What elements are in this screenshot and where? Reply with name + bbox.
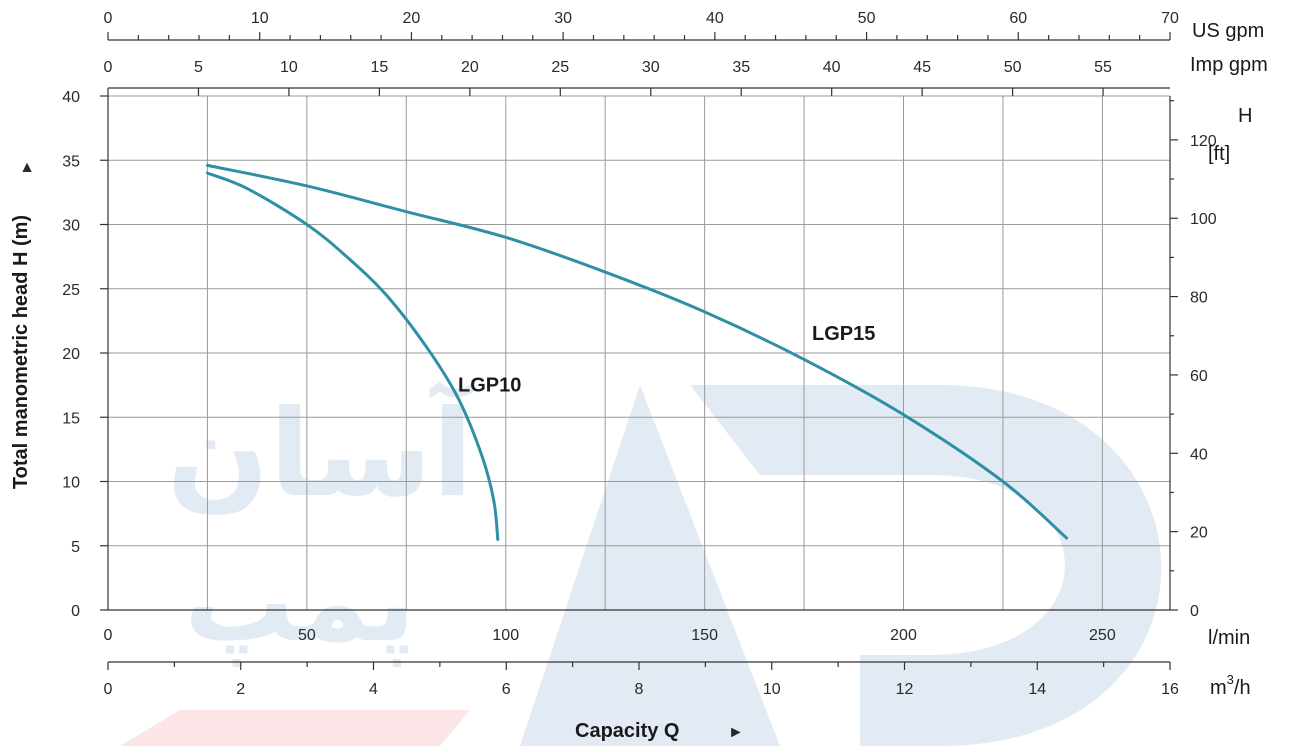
x-axis-tick-label: 250 (1089, 627, 1116, 644)
m3h-unit-tail: /h (1234, 677, 1251, 699)
watermark-triangle (520, 385, 780, 746)
x-axis-tick-label: 0 (104, 627, 113, 644)
m3h-unit-sup: 3 (1227, 672, 1234, 687)
watermark-red-stripe (120, 710, 470, 746)
ft-axis-tick-label: 20 (1190, 525, 1208, 542)
series-label-lgp10: LGP10 (458, 375, 521, 397)
us-gpm-axis-tick-label: 10 (251, 10, 269, 27)
y-axis-tick-label: 35 (62, 153, 80, 170)
us-gpm-axis-tick-label: 70 (1161, 10, 1179, 27)
h-ft-unit: [ft] (1208, 143, 1230, 165)
y-axis-tick-label: 5 (71, 539, 80, 556)
imp-gpm-axis-tick-label: 25 (551, 59, 569, 76)
imp-gpm-unit-label: Imp gpm (1190, 54, 1268, 76)
m3h-axis-tick-label: 10 (763, 681, 781, 698)
m3h-axis-tick-label: 6 (502, 681, 511, 698)
y-axis-tick-label: 25 (62, 282, 80, 299)
curve-lgp15 (205, 163, 1069, 540)
imp-gpm-axis-tick-label: 10 (280, 59, 298, 76)
us-gpm-axis-tick-label: 60 (1009, 10, 1027, 27)
m3h-axis-tick-label: 2 (236, 681, 245, 698)
x-axis-tick-label: 150 (691, 627, 718, 644)
h-ft-title: H (1238, 105, 1252, 127)
us-gpm-axis-tick-label: 40 (706, 10, 724, 27)
x-axis-title-arrow: ► (728, 724, 744, 741)
y-axis-title: Total manometric head H (m) (10, 215, 32, 489)
curve-lgp10 (205, 171, 500, 541)
y-axis-tick-label: 0 (71, 603, 80, 620)
us-gpm-unit-label: US gpm (1192, 20, 1264, 42)
ft-axis-tick-label: 120 (1190, 133, 1217, 150)
imp-gpm-axis-tick-label: 50 (1004, 59, 1022, 76)
imp-gpm-axis-tick-label: 15 (370, 59, 388, 76)
x-axis-tick-label: 50 (298, 627, 316, 644)
series-label-lgp15: LGP15 (812, 323, 875, 345)
y-axis-tick-label: 15 (62, 410, 80, 427)
lmin-unit-label: l/min (1208, 627, 1250, 649)
m3h-unit-base: m (1210, 677, 1227, 699)
imp-gpm-axis-tick-label: 55 (1094, 59, 1112, 76)
ft-axis-tick-label: 40 (1190, 446, 1208, 463)
m3h-axis-tick-label: 12 (896, 681, 914, 698)
us-gpm-axis-tick-label: 50 (858, 10, 876, 27)
imp-gpm-axis-tick-label: 35 (732, 59, 750, 76)
x-axis-tick-label: 200 (890, 627, 917, 644)
watermark-text-top: آسان (167, 380, 476, 524)
watermark-d-shape (690, 385, 1162, 746)
ft-axis-tick-label: 100 (1190, 211, 1217, 228)
imp-gpm-axis-tick-label: 30 (642, 59, 660, 76)
m3h-axis-tick-label: 8 (635, 681, 644, 698)
imp-gpm-axis-tick-label: 0 (104, 59, 113, 76)
m3h-axis-tick-label: 16 (1161, 681, 1179, 698)
y-axis-tick-label: 40 (62, 89, 80, 106)
axes (100, 32, 1178, 670)
x-axis-tick-label: 100 (492, 627, 519, 644)
m3h-unit-label: m3/h (1210, 672, 1251, 699)
y-axis-title-arrow: ▲ (19, 159, 35, 176)
us-gpm-axis-tick-label: 20 (403, 10, 421, 27)
us-gpm-axis-tick-label: 30 (554, 10, 572, 27)
ft-axis-tick-label: 60 (1190, 368, 1208, 385)
imp-gpm-axis-tick-label: 20 (461, 59, 479, 76)
us-gpm-axis-tick-label: 0 (104, 10, 113, 27)
y-axis-tick-label: 30 (62, 218, 80, 235)
imp-gpm-axis-tick-label: 5 (194, 59, 203, 76)
watermark-logo: آسان پمپ (120, 380, 1162, 746)
m3h-axis-tick-label: 4 (369, 681, 378, 698)
imp-gpm-axis-tick-label: 45 (913, 59, 931, 76)
grid-lines (108, 95, 1170, 610)
ft-axis-tick-label: 0 (1190, 603, 1199, 620)
m3h-axis-tick-label: 0 (104, 681, 113, 698)
y-axis-tick-label: 10 (62, 475, 80, 492)
ft-axis-tick-label: 80 (1190, 290, 1208, 307)
x-axis-title: Capacity Q (575, 720, 679, 742)
imp-gpm-axis-tick-label: 40 (823, 59, 841, 76)
performance-curves (205, 163, 1069, 541)
y-axis-tick-label: 20 (62, 346, 80, 363)
m3h-axis-tick-label: 14 (1028, 681, 1046, 698)
watermark-text-bottom: پمپ (184, 538, 416, 667)
